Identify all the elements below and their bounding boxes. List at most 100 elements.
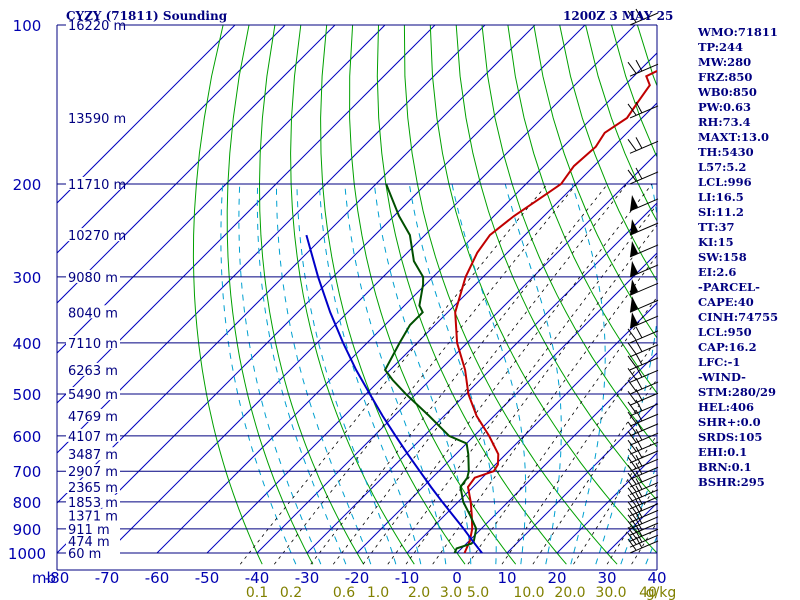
temperature-tick-label: -30: [295, 569, 320, 587]
index-line: -PARCEL-: [698, 280, 760, 294]
pressure-tick-label: 800: [13, 494, 42, 512]
isotherm-line: [57, 25, 586, 554]
wind-barb-staff: [629, 540, 659, 554]
height-label: 911 m: [68, 523, 110, 538]
moist-adiabat: [451, 183, 527, 565]
temperature-tick-label: -70: [95, 569, 120, 587]
height-label-bg: [66, 408, 120, 422]
height-label: 3487 m: [68, 448, 118, 463]
isotherm-line: [57, 25, 286, 254]
wind-barb-feather: [635, 366, 643, 378]
pressure-tick-label: 1000: [8, 545, 46, 563]
wind-barb-feather: [627, 501, 637, 514]
wind-barb-feather: [635, 409, 643, 422]
wind-barb-staff: [629, 63, 659, 77]
isotherm-line: [57, 25, 386, 354]
wind-barb-staff: [629, 489, 659, 503]
temperature-tick-label: -10: [395, 569, 420, 587]
dry-adiabat: [290, 25, 415, 565]
wind-barb-staff: [629, 503, 659, 517]
wind-barb-staff: [629, 441, 659, 455]
isotherm-grid: [57, 25, 657, 554]
dry-adiabat: [507, 25, 657, 394]
wind-barb-staff: [629, 432, 659, 446]
wind-barb-feather: [635, 340, 643, 353]
wind-barb: [629, 260, 659, 278]
moist-adiabat: [238, 183, 322, 565]
isotherm-line: [406, 302, 657, 554]
wind-barb-staff: [629, 330, 659, 344]
mixing-ratio-lines: [239, 183, 657, 565]
temperature-tick-label: -50: [195, 569, 220, 587]
index-line: TT:37: [698, 220, 735, 234]
mixing-ratio-line: [467, 296, 657, 565]
pressure-tick-label: 600: [13, 428, 42, 446]
moist-adiabat: [373, 183, 472, 565]
index-line: SW:158: [698, 250, 747, 264]
wind-barb-feather: [635, 454, 643, 467]
mixing-ratio-line: [273, 183, 577, 565]
index-line: TP:244: [698, 40, 744, 54]
height-label-bg: [66, 546, 120, 559]
wind-barb-staff: [629, 264, 659, 278]
temperature-tick-label: -40: [245, 569, 270, 587]
wind-barb-pennant: [630, 296, 638, 313]
wind-barb-staff: [629, 381, 659, 395]
height-label-bg: [66, 508, 120, 522]
mixing-ratio-line: [239, 183, 548, 565]
mixing-ratio-label: 2.0: [408, 585, 430, 600]
sounding-time: 1200Z 3 MAY 25: [563, 9, 674, 23]
wind-barb-feather: [635, 446, 643, 459]
index-line: STM:280/29: [698, 385, 777, 399]
dry-adiabat: [192, 25, 263, 565]
wind-barb: [627, 409, 659, 427]
mixing-ratio-label: 10.0: [513, 585, 544, 600]
moist-adiabat: [408, 183, 497, 565]
height-label-bg: [66, 110, 120, 124]
moist-adiabat: [318, 183, 422, 565]
pressure-tick-label: 700: [13, 463, 42, 481]
wind-barb-staff: [629, 222, 659, 236]
wind-barb-feather: [627, 411, 637, 424]
index-line: WB0:850: [698, 85, 757, 99]
wind-barb-pennant: [630, 312, 638, 329]
height-label: 60 m: [68, 547, 101, 562]
wind-barb: [627, 137, 659, 154]
height-label: 5490 m: [68, 388, 118, 403]
mixing-ratio-label: 0.1: [246, 585, 268, 600]
parcel-line: [305, 234, 483, 554]
wind-barb: [627, 377, 659, 395]
wind-barb-feather: [627, 448, 637, 461]
dry-adiabat: [481, 25, 657, 448]
index-line: RH:73.4: [698, 115, 751, 129]
wind-barb-feather: [635, 428, 643, 441]
height-label: 13590 m: [68, 112, 126, 127]
mixing-ratio-line: [532, 378, 657, 565]
wind-barb-feather: [627, 401, 637, 414]
index-line: MAXT:13.0: [698, 130, 769, 144]
wind-barb-pennant: [630, 260, 638, 277]
mixing-ratio-line: [432, 254, 657, 565]
wind-barb: [627, 454, 659, 472]
index-line: LCL:950: [698, 325, 752, 339]
dewpoint-line: [383, 183, 478, 554]
wind-barb-staff: [629, 466, 659, 480]
wind-barb-staff: [629, 482, 659, 496]
index-line: EI:2.6: [698, 265, 737, 279]
sounding-title: CYZY (71811) Sounding: [66, 9, 228, 23]
isotherm-line: [256, 152, 657, 554]
wind-barb-feather: [627, 526, 637, 539]
mixing-ratio-label: 20.0: [554, 585, 585, 600]
height-label: 8040 m: [68, 306, 118, 321]
wind-barb-feather: [627, 10, 637, 23]
wind-barb-staff: [629, 522, 659, 536]
index-line: SI:11.2: [698, 205, 744, 219]
index-line: BSHR:295: [698, 475, 765, 489]
wind-barb-staff: [629, 509, 659, 523]
height-label: 10270 m: [68, 229, 126, 244]
height-label-bg: [66, 447, 120, 461]
wind-barb-feather: [627, 494, 637, 507]
wind-barb: [627, 536, 659, 554]
wind-barb: [627, 167, 659, 185]
